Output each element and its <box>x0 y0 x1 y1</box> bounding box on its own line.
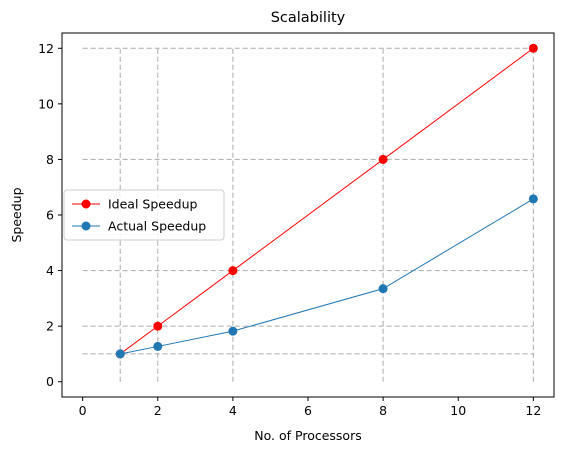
x-tick-label: 4 <box>229 403 237 418</box>
y-tick-label: 10 <box>38 96 54 111</box>
chart-title: Scalability <box>271 10 346 26</box>
x-tick-label: 0 <box>79 403 87 418</box>
data-point <box>153 321 163 331</box>
x-tick-label: 8 <box>379 403 387 418</box>
y-tick-label: 12 <box>38 41 54 56</box>
x-tick-label: 2 <box>154 403 162 418</box>
y-tick-label: 6 <box>46 208 54 223</box>
legend-swatch-marker <box>81 221 91 231</box>
y-tick-label: 4 <box>46 263 54 278</box>
x-tick-label: 10 <box>450 403 466 418</box>
legend-swatch-marker <box>81 199 91 209</box>
y-tick-label: 0 <box>46 374 54 389</box>
data-point <box>528 43 538 53</box>
legend-label: Ideal Speedup <box>108 197 198 212</box>
data-point <box>378 284 388 294</box>
x-tick-label: 12 <box>525 403 541 418</box>
y-ticks: 0 2 4 6 8 10 12 <box>38 41 62 389</box>
y-tick-label: 2 <box>46 319 54 334</box>
y-tick-label: 8 <box>46 152 54 167</box>
x-tick-label: 6 <box>304 403 312 418</box>
data-point <box>378 154 388 164</box>
series-layer <box>115 43 538 359</box>
y-axis-label: Speedup <box>9 187 24 242</box>
legend-box <box>63 189 225 241</box>
data-point <box>115 349 125 359</box>
data-point <box>528 194 538 204</box>
legend-label: Actual Speedup <box>108 219 206 234</box>
data-point <box>153 341 163 351</box>
data-point <box>228 326 238 336</box>
x-ticks: 0 2 4 6 8 10 12 <box>79 397 541 418</box>
x-axis-label: No. of Processors <box>254 428 361 443</box>
legend: Ideal Speedup Actual Speedup <box>63 189 225 241</box>
data-point <box>228 266 238 276</box>
